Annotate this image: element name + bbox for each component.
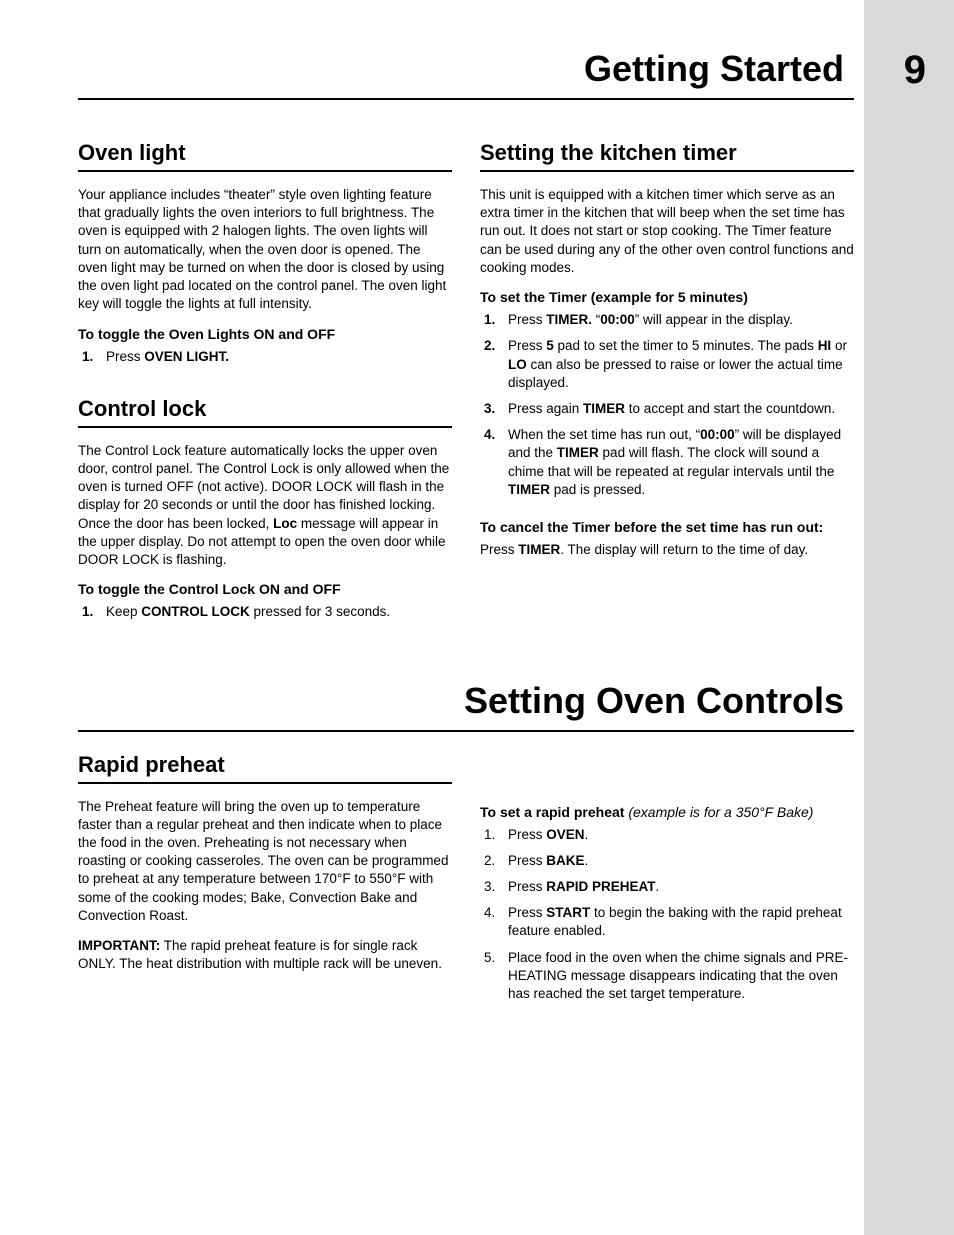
oven-light-rule xyxy=(78,170,452,172)
rapid-preheat-step-4: Press START to begin the baking with the… xyxy=(480,904,854,940)
chapter-title-1: Getting Started xyxy=(78,48,854,90)
rapid-preheat-step-1: Press OVEN. xyxy=(480,826,854,844)
rapid-preheat-sub: To set a rapid preheat (example is for a… xyxy=(480,804,854,820)
kitchen-timer-step-4: When the set time has run out, “00:00” w… xyxy=(480,426,854,499)
page-content: Getting Started Oven light Your applianc… xyxy=(0,0,954,1051)
oven-light-sub: To toggle the Oven Lights ON and OFF xyxy=(78,326,452,342)
chapter-rule-2 xyxy=(78,730,854,732)
control-lock-step-1: Keep CONTROL LOCK pressed for 3 seconds. xyxy=(78,603,452,621)
oven-light-heading: Oven light xyxy=(78,140,452,166)
right-column: Setting the kitchen timer This unit is e… xyxy=(480,140,854,630)
kitchen-timer-body: This unit is equipped with a kitchen tim… xyxy=(480,186,854,277)
rapid-preheat-body: The Preheat feature will bring the oven … xyxy=(78,798,452,926)
setting-oven-columns: Rapid preheat The Preheat feature will b… xyxy=(78,752,854,1012)
control-lock-steps: Keep CONTROL LOCK pressed for 3 seconds. xyxy=(78,603,452,621)
kitchen-timer-sub: To set the Timer (example for 5 minutes) xyxy=(480,289,854,305)
rapid-preheat-step-5: Place food in the oven when the chime si… xyxy=(480,949,854,1004)
kitchen-timer-rule xyxy=(480,170,854,172)
control-lock-sub: To toggle the Control Lock ON and OFF xyxy=(78,581,452,597)
rapid-preheat-step-3: Press RAPID PREHEAT. xyxy=(480,878,854,896)
cancel-timer-sub: To cancel the Timer before the set time … xyxy=(480,519,854,535)
chapter-title-2: Setting Oven Controls xyxy=(78,680,854,722)
oven-light-body: Your appliance includes “theater” style … xyxy=(78,186,452,314)
rapid-preheat-important: IMPORTANT: The rapid preheat feature is … xyxy=(78,937,452,973)
oven-light-steps: Press OVEN LIGHT. xyxy=(78,348,452,366)
kitchen-timer-heading: Setting the kitchen timer xyxy=(480,140,854,166)
control-lock-rule xyxy=(78,426,452,428)
page-number-sidebar: 9 xyxy=(864,0,954,1235)
left-column-2: Rapid preheat The Preheat feature will b… xyxy=(78,752,452,1012)
chapter-rule-1 xyxy=(78,98,854,100)
kitchen-timer-steps: Press TIMER. “00:00” will appear in the … xyxy=(480,311,854,499)
getting-started-columns: Oven light Your appliance includes “thea… xyxy=(78,140,854,630)
cancel-timer-body: Press TIMER. The display will return to … xyxy=(480,541,854,559)
spacer xyxy=(480,752,854,794)
rapid-preheat-steps: Press OVEN. Press BAKE. Press RAPID PREH… xyxy=(480,826,854,1004)
control-lock-heading: Control lock xyxy=(78,396,452,422)
rapid-preheat-step-2: Press BAKE. xyxy=(480,852,854,870)
rapid-preheat-rule xyxy=(78,782,452,784)
kitchen-timer-step-3: Press again TIMER to accept and start th… xyxy=(480,400,854,418)
rapid-preheat-heading: Rapid preheat xyxy=(78,752,452,778)
oven-light-step-1: Press OVEN LIGHT. xyxy=(78,348,452,366)
page-number: 9 xyxy=(904,48,926,93)
control-lock-body: The Control Lock feature automatically l… xyxy=(78,442,452,570)
kitchen-timer-step-1: Press TIMER. “00:00” will appear in the … xyxy=(480,311,854,329)
right-column-2: To set a rapid preheat (example is for a… xyxy=(480,752,854,1012)
left-column: Oven light Your appliance includes “thea… xyxy=(78,140,452,630)
kitchen-timer-step-2: Press 5 pad to set the timer to 5 minute… xyxy=(480,337,854,392)
